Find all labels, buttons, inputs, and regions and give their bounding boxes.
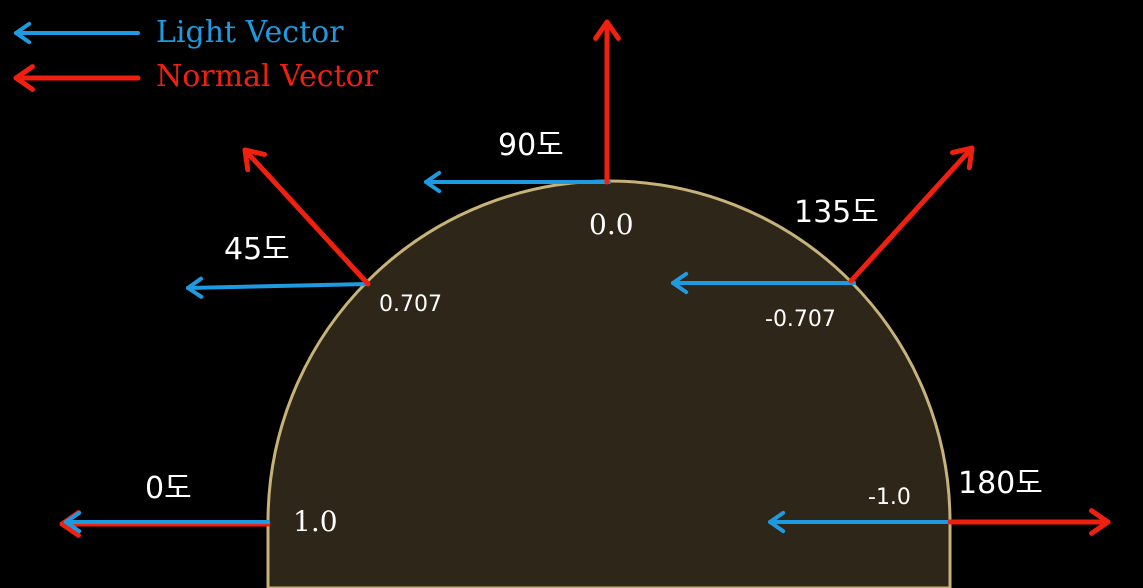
arrow-head <box>242 147 268 173</box>
arrow-head <box>13 64 35 92</box>
arrow-head <box>1089 508 1111 536</box>
normal-vector-45deg <box>242 147 371 287</box>
dot-value-0deg: 1.0 <box>293 505 338 538</box>
arrow-head <box>14 21 32 45</box>
point-90deg: 90도 0.0 <box>424 19 634 241</box>
light-vector-90deg <box>424 170 611 194</box>
arrow-shaft <box>848 145 975 284</box>
arrow-head <box>671 271 689 295</box>
angle-label-45deg: 45도 <box>224 232 290 267</box>
legend: Light Vector Normal Vector <box>13 15 379 94</box>
point-45deg: 45도 0.707 <box>186 147 442 317</box>
legend-normal-arrow <box>13 64 141 92</box>
point-135deg: 135도 -0.707 <box>671 145 975 332</box>
legend-light-arrow <box>14 21 140 45</box>
legend-normal-label: Normal Vector <box>156 59 379 94</box>
point-0deg: 0도 1.0 <box>59 471 338 538</box>
light-vector-180deg <box>768 510 952 534</box>
dot-value-135deg: -0.707 <box>765 307 836 332</box>
arrow-shaft <box>186 282 370 290</box>
light-vector-0deg <box>64 510 270 534</box>
angle-label-180deg: 180도 <box>958 466 1043 501</box>
normal-vector-180deg <box>947 508 1111 536</box>
legend-light-label: Light Vector <box>156 15 344 50</box>
angle-label-90deg: 90도 <box>498 128 564 163</box>
normal-vector-90deg <box>593 19 621 185</box>
arrow-head <box>424 170 442 194</box>
angle-label-135deg: 135도 <box>794 195 879 230</box>
light-vector-45deg <box>186 276 370 299</box>
arrow-shaft <box>242 147 371 287</box>
light-vector-135deg <box>671 271 856 295</box>
arrow-head <box>950 145 975 171</box>
point-180deg: 180도 -1.0 <box>768 466 1111 536</box>
arrow-head <box>768 510 786 534</box>
dot-value-90deg: 0.0 <box>589 208 634 241</box>
normal-vector-135deg <box>848 145 975 284</box>
dot-value-45deg: 0.707 <box>379 292 442 317</box>
sphere <box>266 179 952 588</box>
arrow-head <box>593 19 621 41</box>
angle-label-0deg: 0도 <box>145 471 192 506</box>
arrow-head <box>186 276 204 299</box>
dot-value-180deg: -1.0 <box>868 485 911 510</box>
arrow-head <box>64 510 82 534</box>
